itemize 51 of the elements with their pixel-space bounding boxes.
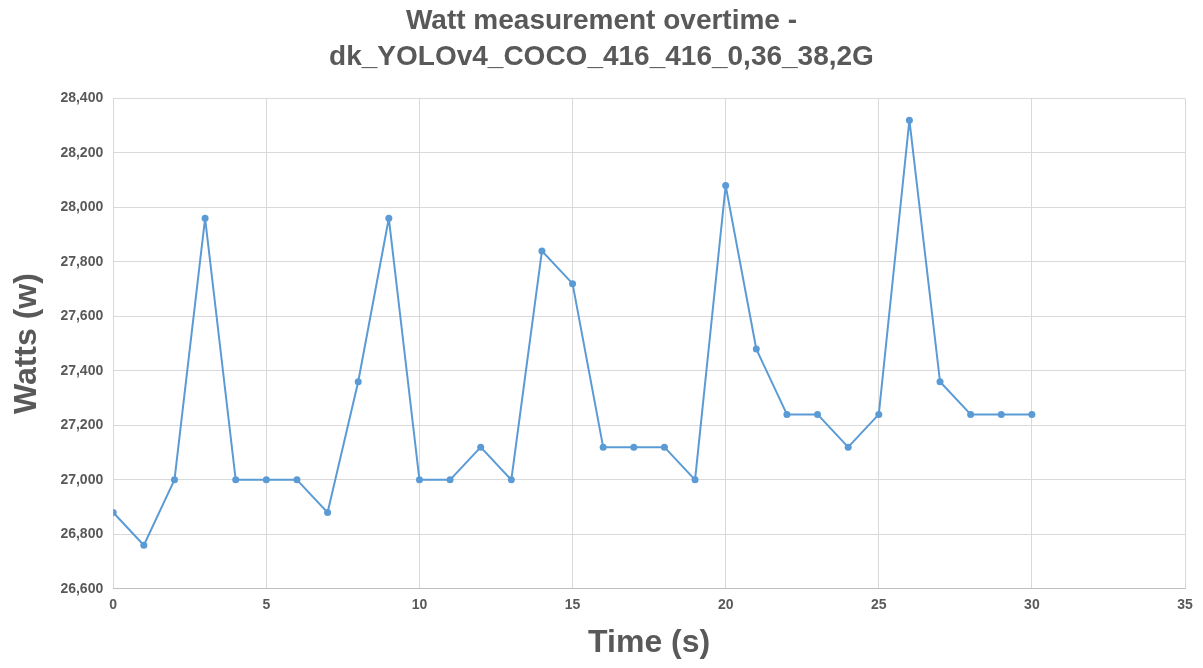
point [324, 509, 332, 517]
point [354, 378, 362, 386]
y-tick-label: 27,000 [60, 470, 104, 487]
y-tick-label: 26,800 [60, 525, 104, 542]
y-tick-label: 27,600 [60, 307, 104, 324]
point [844, 443, 852, 451]
y-tick-label: 28,200 [60, 143, 104, 160]
point [691, 476, 699, 484]
point [170, 476, 178, 484]
x-tick-label: 20 [717, 596, 734, 613]
x-tick-label: 5 [262, 596, 271, 613]
point [262, 476, 270, 484]
y-tick-label: 27,400 [60, 361, 104, 378]
x-tick-label: 15 [564, 596, 581, 613]
point [814, 410, 822, 418]
point [936, 378, 944, 386]
y-tick-label: 27,200 [60, 416, 104, 433]
point [967, 410, 975, 418]
x-tick-label: 35 [1177, 596, 1193, 613]
point [569, 280, 577, 288]
point [538, 247, 546, 255]
y-tick-label: 28,400 [60, 89, 104, 106]
point [783, 410, 791, 418]
point [415, 476, 423, 484]
point [599, 443, 607, 451]
y-tick-label: 28,000 [60, 198, 104, 215]
point [1028, 410, 1036, 418]
point [997, 410, 1005, 418]
point [477, 443, 485, 451]
point [232, 476, 240, 484]
x-tick-label: 10 [411, 596, 428, 613]
x-axis-title: Time (s) [588, 622, 711, 659]
y-tick-label: 26,600 [60, 579, 104, 596]
x-tick-label: 25 [870, 596, 887, 613]
x-tick-label: 0 [109, 596, 118, 613]
point [660, 443, 668, 451]
y-axis-title: Watts (w) [7, 273, 44, 415]
chart-title: Watt measurement overtime - dk_YOLOv4_COCO_416_416_0,36_38,2G [328, 3, 875, 73]
x-tick-label: 30 [1024, 596, 1040, 613]
point [905, 116, 913, 124]
point [385, 214, 393, 222]
point [630, 443, 638, 451]
point [752, 345, 760, 353]
point [140, 541, 148, 549]
point [507, 476, 515, 484]
y-tick-label: 27,800 [60, 252, 104, 269]
point [293, 476, 301, 484]
point [446, 476, 454, 484]
point [201, 214, 209, 222]
point [722, 182, 730, 190]
point [875, 410, 883, 418]
